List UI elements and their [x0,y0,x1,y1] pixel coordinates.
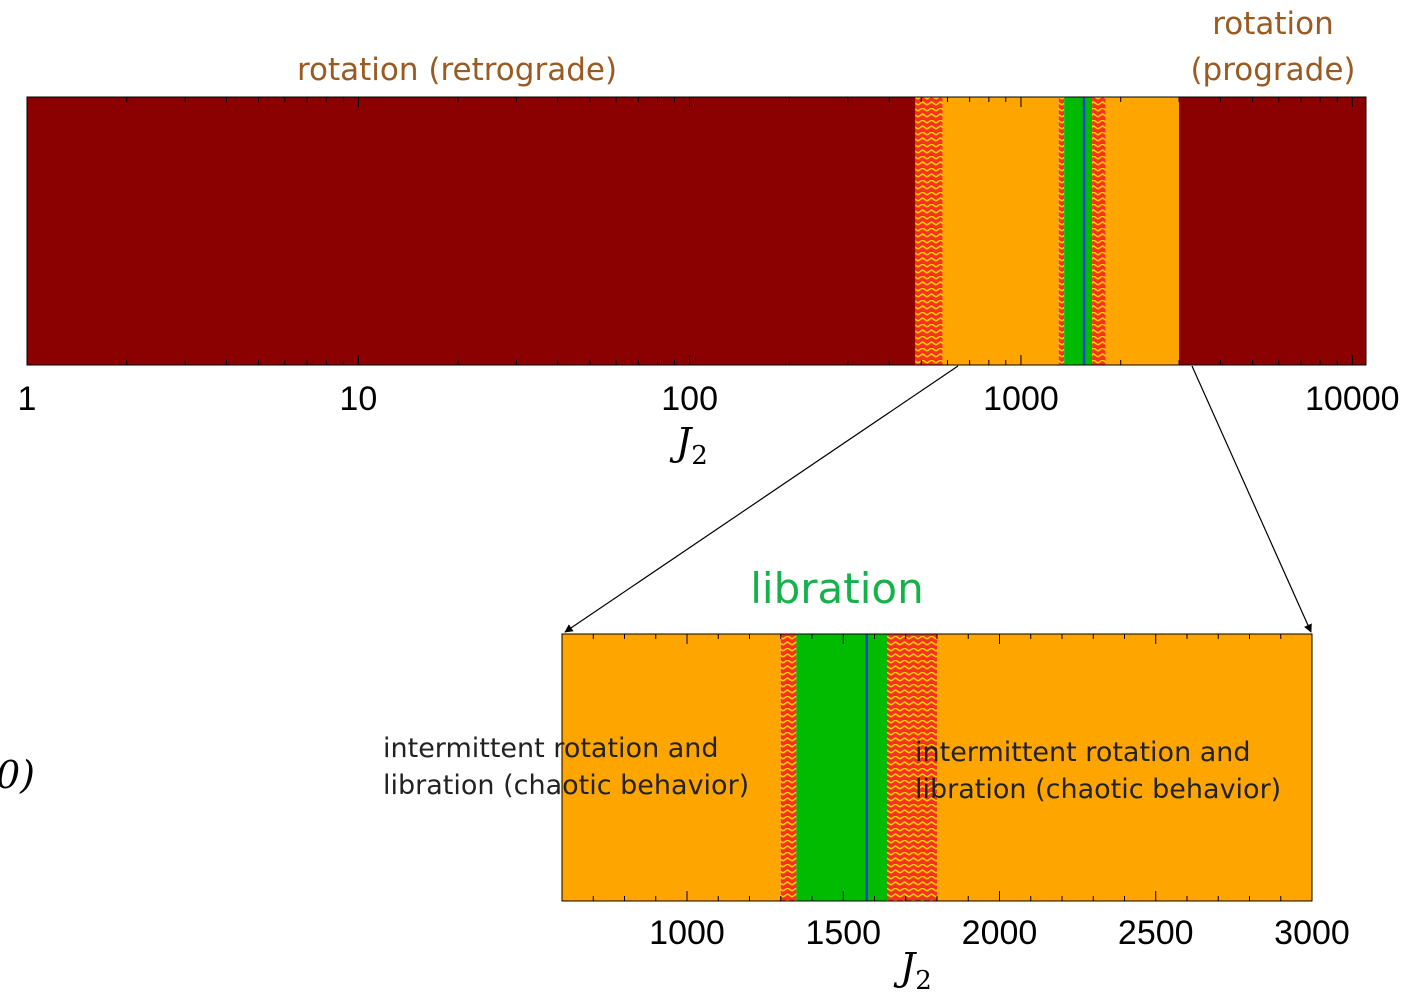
top-chart: 1 10 100 1000 10000 J2 rotation (retrograde)… [18,6,1400,471]
zoom-arrow-left [564,365,959,633]
zoom-arrow-right [1191,365,1312,633]
bottom-tick-label-3000: 3000 [1274,914,1350,952]
top-region-rotation-0 [27,97,916,365]
top-ticks [26,97,1353,365]
bottom-chart: 1000 1500 2000 2500 3000 J2 libration interm… [383,564,1350,993]
top-region-chaotic-5 [1092,97,1106,365]
top-regions [27,97,1366,365]
bottom-region-intermittent-4 [937,634,1312,901]
label-intermittent-right-line1: intermittent rotation and [915,737,1251,768]
top-tick-label-1000: 1000 [983,380,1059,418]
top-region-chaotic-1 [915,97,943,365]
top-region-intermittent-2 [942,97,1059,365]
top-region-libration-4 [1064,97,1093,365]
bottom-tick-label-1500: 1500 [805,914,881,952]
top-tick-label-100: 100 [661,380,718,418]
label-rotation-prograde-line2: (prograde) [1190,52,1355,88]
bottom-regions [562,634,1312,901]
top-region-intermittent-6 [1105,97,1180,365]
label-intermittent-right-line2: libration (chaotic behavior) [915,774,1281,805]
bottom-region-intermittent-0 [562,634,781,901]
top-tick-label-10000: 10000 [1305,380,1400,418]
top-plot-frame [26,96,1367,366]
top-tick-label-1: 1 [18,380,37,418]
label-libration: libration [750,564,923,613]
bottom-tick-labels: 1000 1500 2000 2500 3000 [649,914,1350,952]
top-region-rotation-7 [1179,97,1366,365]
bottom-region-libration-2 [796,634,887,901]
bottom-tick-label-2500: 2500 [1118,914,1194,952]
bottom-tick-label-2000: 2000 [962,914,1038,952]
top-tick-labels: 1 10 100 1000 10000 [18,380,1400,418]
label-rotation-retrograde: rotation (retrograde) [297,52,617,88]
top-tick-label-10: 10 [339,380,377,418]
bottom-region-chaotic-1 [780,634,797,901]
label-intermittent-left-line2: libration (chaotic behavior) [383,770,749,801]
label-intermittent-left-line1: intermittent rotation and [383,733,719,764]
bottom-ticks [592,634,1313,901]
edge-text-fragment: 0) [0,753,35,797]
label-rotation-prograde-line1: rotation [1212,6,1334,42]
top-region-chaotic-3 [1058,97,1065,365]
bottom-x-axis-label: J2 [893,945,932,993]
bottom-region-chaotic-3 [887,634,937,901]
top-x-axis-label: J2 [669,420,708,471]
bottom-tick-label-1000: 1000 [649,914,725,952]
